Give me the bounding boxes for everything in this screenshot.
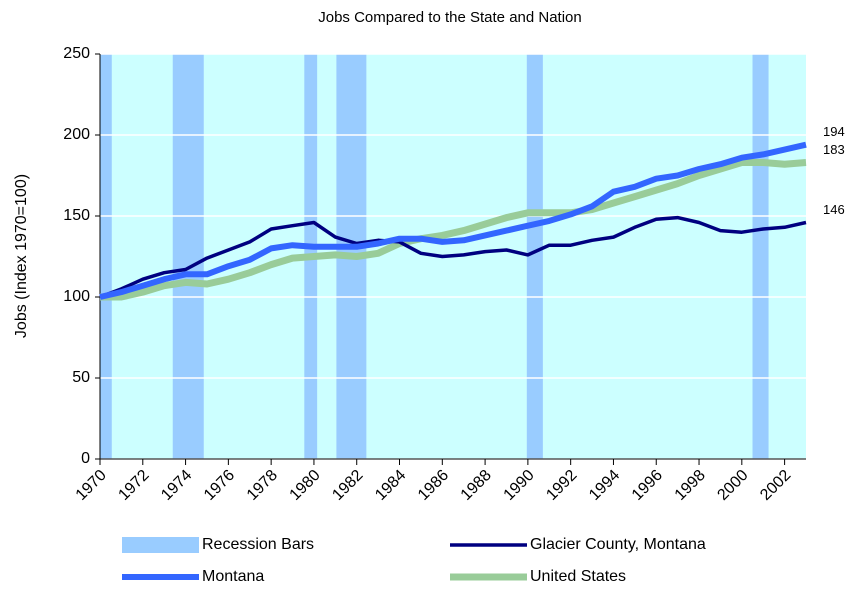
x-tick-label: 1992 (543, 467, 580, 504)
x-tick-label: 1994 (586, 467, 623, 504)
x-tick-label: 2000 (714, 467, 751, 504)
x-tick-label: 2002 (757, 467, 794, 504)
legend-label: Recession Bars (202, 536, 314, 553)
legend-label: United States (530, 568, 626, 585)
x-tick-label: 1990 (501, 467, 538, 504)
legend-swatch (122, 537, 199, 553)
x-tick-label: 1984 (372, 467, 409, 504)
x-tick-label: 1982 (329, 467, 366, 504)
x-tick-label: 1988 (458, 467, 495, 504)
y-axis-label: Jobs (Index 1970=100) (13, 174, 30, 338)
x-tick-label: 1978 (244, 467, 281, 504)
recession-bar (526, 54, 543, 459)
y-tick-label: 150 (63, 207, 90, 224)
x-tick-label: 1996 (629, 467, 666, 504)
x-tick-label: 1972 (115, 467, 152, 504)
end-label: 194 (823, 124, 845, 139)
x-tick-label: 1976 (201, 467, 238, 504)
series-line (99, 215, 807, 299)
legend-label: Montana (202, 568, 264, 585)
recession-bar (172, 54, 204, 459)
x-tick-label: 1986 (415, 467, 452, 504)
x-tick-label: 1980 (287, 467, 324, 504)
end-label: 146 (823, 202, 845, 217)
legend-label: Glacier County, Montana (530, 536, 706, 553)
y-tick-label: 100 (63, 288, 90, 305)
y-tick-label: 0 (81, 450, 90, 467)
y-tick-label: 50 (72, 369, 90, 386)
y-tick-label: 200 (63, 126, 90, 143)
y-tick-label: 250 (63, 45, 90, 62)
chart-title: Jobs Compared to the State and Nation (318, 9, 582, 26)
series-line (99, 141, 807, 300)
recession-bar (752, 54, 769, 459)
recession-bar (100, 54, 112, 459)
x-tick-label: 1974 (158, 467, 195, 504)
x-tick-label: 1998 (672, 467, 709, 504)
x-tick-label: 1970 (73, 467, 110, 504)
end-label: 183 (823, 142, 845, 157)
series-line (100, 159, 807, 301)
